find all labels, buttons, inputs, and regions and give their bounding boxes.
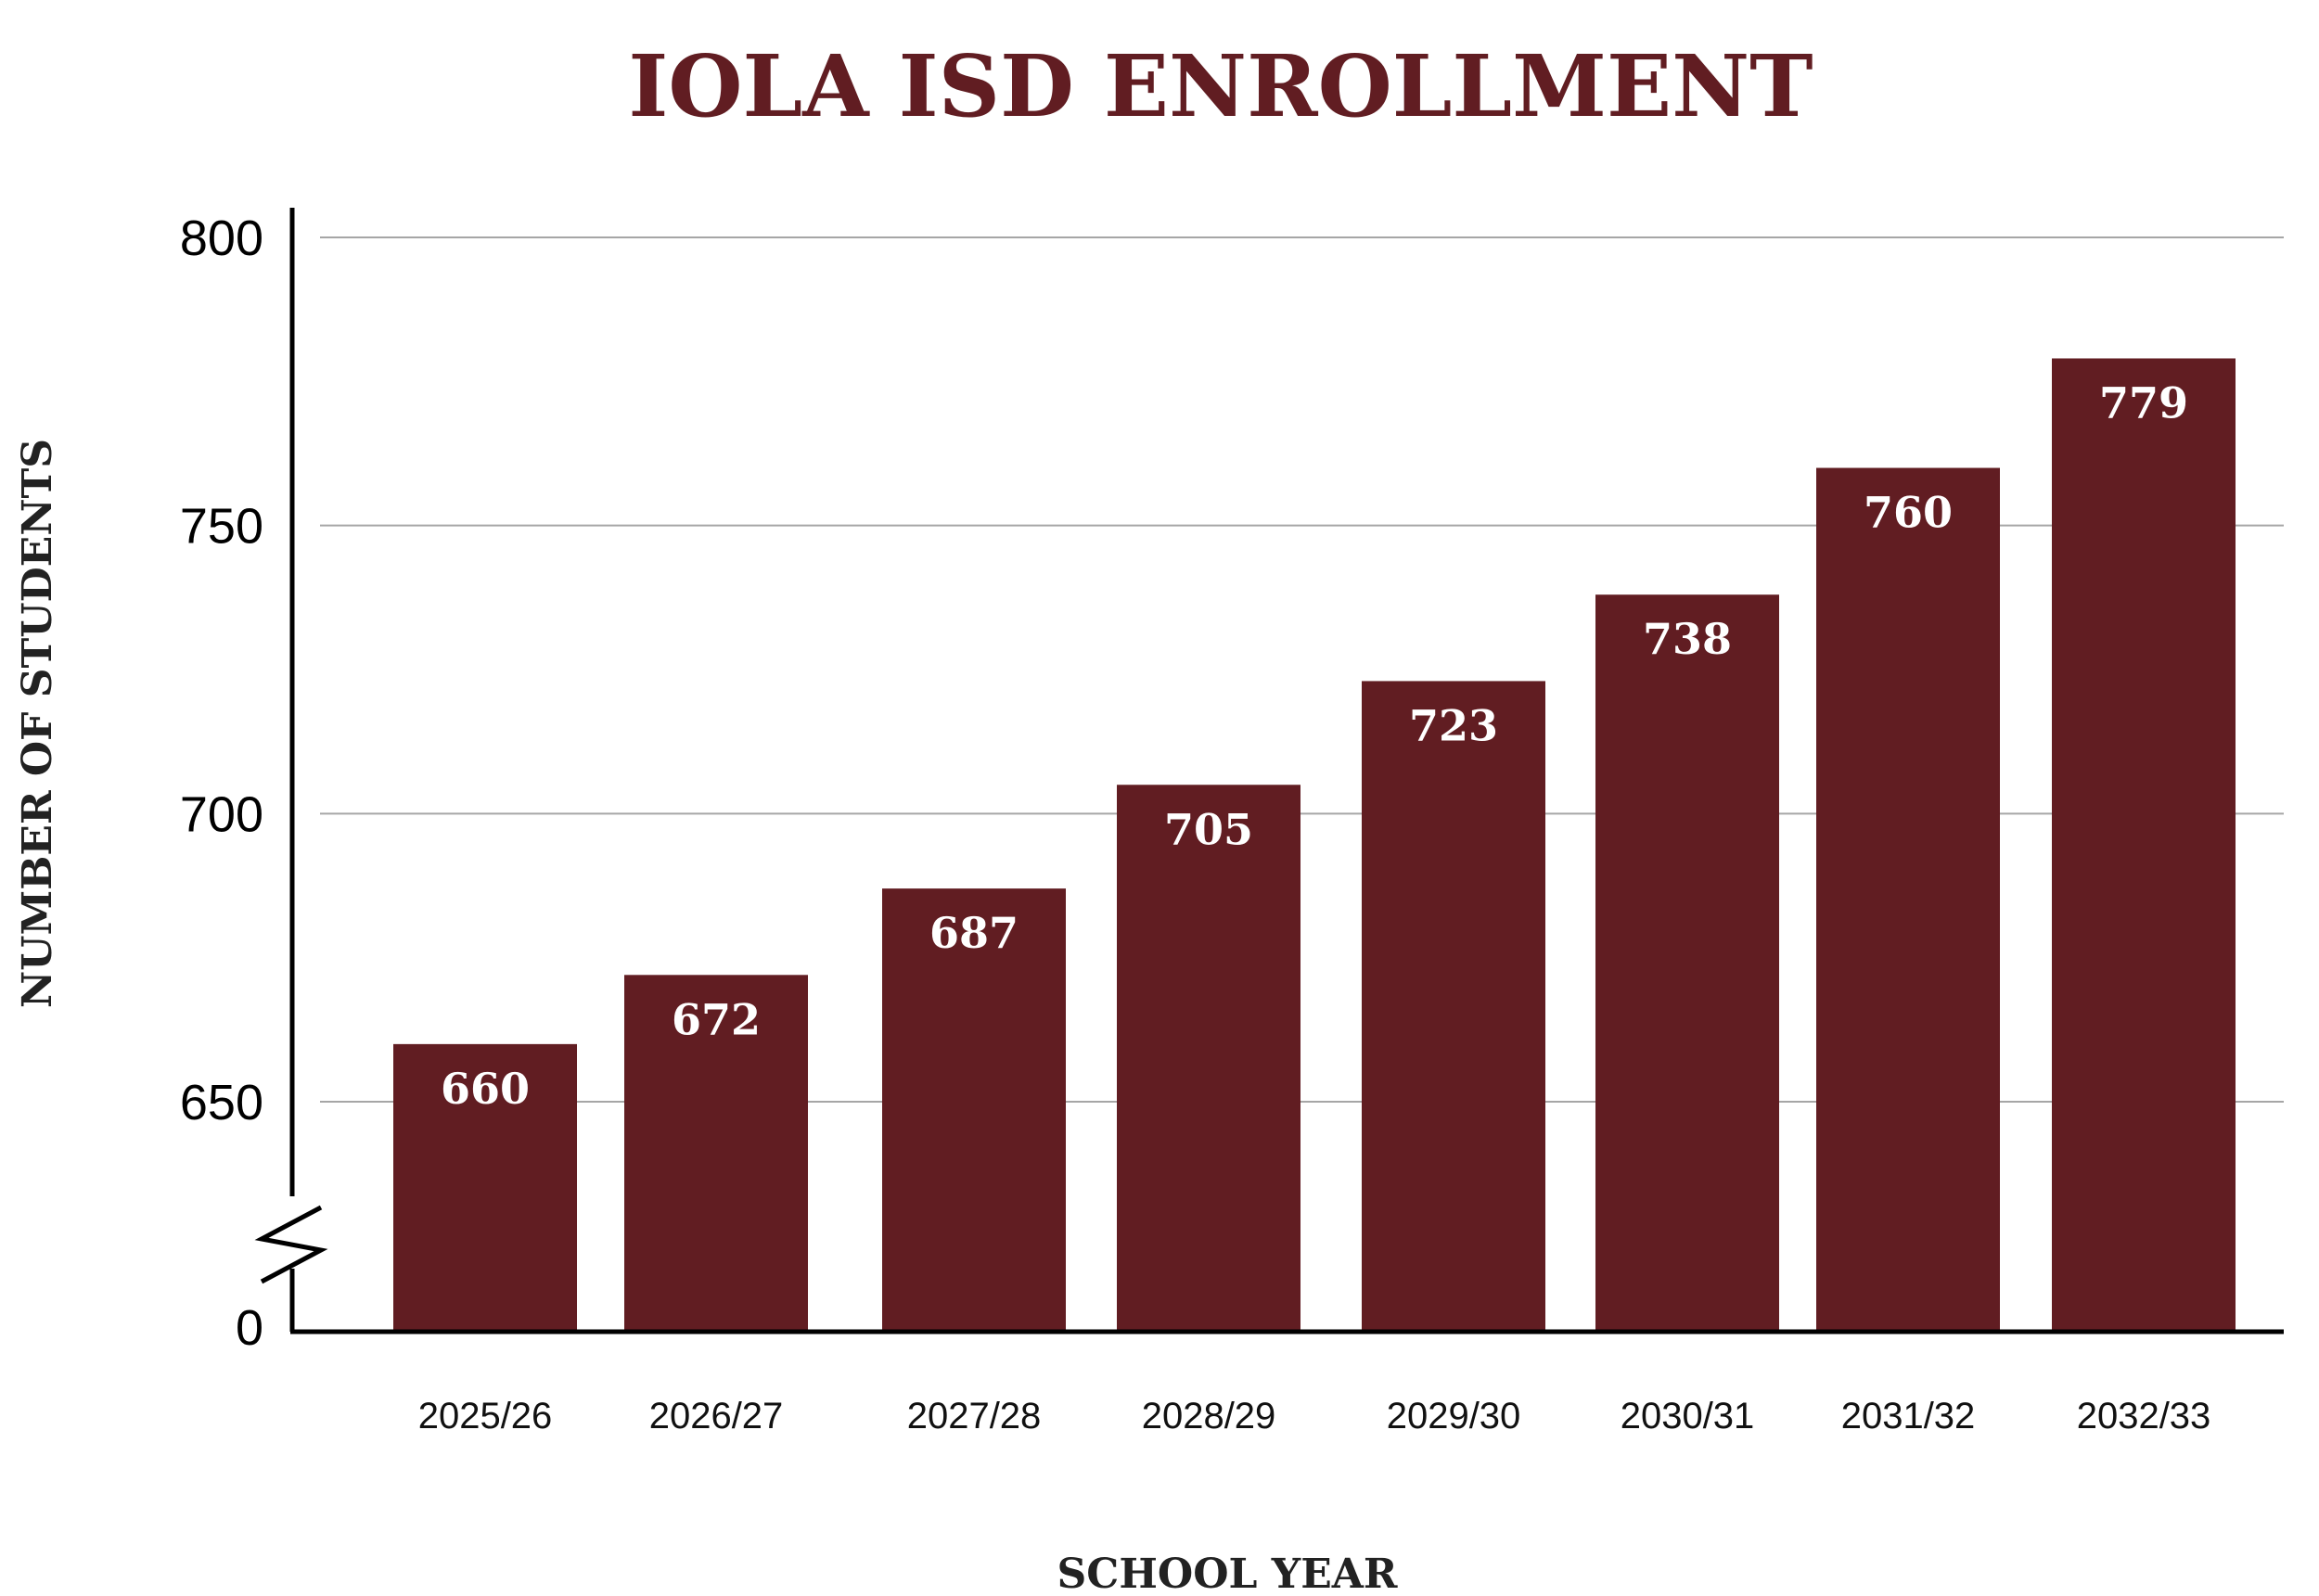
bar-value-label: 705 [1164,804,1253,854]
x-axis-title: SCHOOL YEAR [1057,1551,1398,1596]
y-tick-label: 800 [180,211,263,266]
x-tick-label: 2028/29 [1142,1396,1276,1436]
bar [1362,681,1545,1330]
y-baseline-label: 0 [236,1300,263,1356]
x-tick-labels: 2025/26 2026/27 2027/28 2028/29 2029/30 2030/… [418,1396,2211,1436]
bar-value-label: 672 [672,994,761,1044]
x-tick-label: 2027/28 [907,1396,1042,1436]
bar [393,1043,577,1330]
bar-value-label: 723 [1409,700,1498,750]
bar [882,888,1066,1330]
chart-title: IOLA ISD ENROLLMENT [628,36,1813,136]
y-tick-label: 700 [180,786,263,842]
y-axis-title: NUMBER OF STUDENTS [14,439,61,1008]
bar [1816,467,2000,1330]
bar [2052,358,2236,1331]
bar [1595,594,1779,1330]
bar [1117,785,1300,1330]
x-tick-label: 2031/32 [1841,1396,1976,1436]
x-tick-label: 2030/31 [1621,1396,1755,1436]
bar-value-label: 687 [929,908,1019,958]
x-tick-label: 2029/30 [1387,1396,1521,1436]
bars [393,358,2236,1331]
y-tick-label: 750 [180,499,263,555]
x-tick-label: 2032/33 [2077,1396,2211,1436]
axis-break-icon [254,1196,328,1284]
bar-labels: 660 672 687 705 723 738 760 779 [441,377,2188,1113]
bar [624,975,808,1330]
bar-value-label: 738 [1643,614,1732,664]
y-tick-label: 650 [180,1075,263,1130]
bar-value-label: 760 [1864,488,1953,538]
bar-value-label: 660 [441,1064,530,1114]
y-tick-labels: 650 700 750 800 [180,211,263,1130]
x-tick-label: 2026/27 [649,1396,784,1436]
bar-value-label: 779 [2099,377,2188,428]
x-tick-label: 2025/26 [418,1396,553,1436]
